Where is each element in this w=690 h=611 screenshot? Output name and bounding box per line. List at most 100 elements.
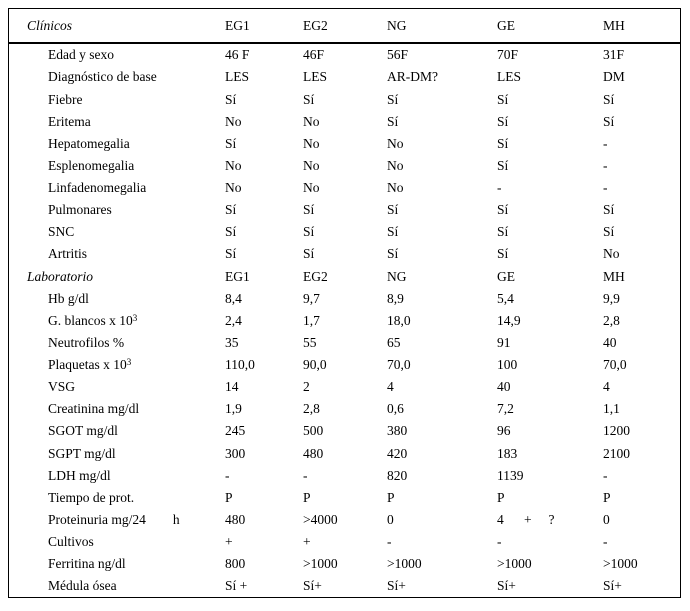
cell-value: LES — [497, 69, 522, 85]
cell-value: DM — [603, 69, 625, 85]
cell-value: Sí — [603, 91, 615, 107]
cell-value: Sí — [387, 91, 399, 107]
section-header-row-clinicos: Clínicos EG1 EG2 NG GE MH — [9, 9, 680, 44]
table-row-artritis: Artritis Sí Sí Sí Sí No — [9, 243, 680, 265]
cell-value: >4000 — [303, 511, 338, 527]
cell-value: 420 — [387, 445, 408, 461]
row-label: Fiebre — [9, 91, 225, 107]
cell-value: 800 — [225, 556, 246, 572]
cell-value: - — [603, 157, 608, 173]
row-label-text: SNC — [48, 224, 75, 240]
column-header-eg1: EG1 — [225, 268, 250, 284]
row-label: Edad y sexo — [9, 48, 225, 62]
cell-value: 4 — [387, 379, 394, 395]
row-label: Proteinuria mg/24 h — [9, 513, 225, 527]
table-row-ldh-mg-dl: LDH mg/dl - - 820 1139 - — [9, 464, 680, 486]
row-label-exponent: 3 — [132, 312, 138, 323]
row-label-text: Diagnóstico de base — [48, 69, 157, 85]
table-row-neutrofilos: Neutrofilos % 35 55 65 91 40 — [9, 332, 680, 354]
cell-value: Sí — [303, 91, 315, 107]
cell-value: 1,7 — [303, 312, 320, 328]
cell-value: 2100 — [603, 445, 630, 461]
cell-value: >1000 — [603, 556, 638, 572]
table-row-snc: SNC Sí Sí Sí Sí Sí — [9, 221, 680, 243]
table-row-proteinuria-mg-24-h: Proteinuria mg/24 h 480 >4000 0 4 + ? 0 — [9, 509, 680, 531]
row-label: Creatinina mg/dl — [9, 402, 225, 416]
cell-value: Sí — [497, 113, 509, 129]
cell-value: - — [497, 534, 502, 550]
table-row-ferritina-ng-dl: Ferritina ng/dl 800 >1000 >1000 >1000 >1000 — [9, 553, 680, 575]
cell-value: Sí — [225, 91, 237, 107]
row-label-text: LDH mg/dl — [48, 467, 111, 483]
cell-value: 40 — [497, 379, 511, 395]
cell-value: No — [303, 180, 320, 196]
row-label-text: SGPT mg/dl — [48, 445, 116, 461]
cell-value: >1000 — [497, 556, 532, 572]
cell-value: No — [303, 157, 320, 173]
cell-value: 8,4 — [225, 290, 242, 306]
cell-value: >1000 — [303, 556, 338, 572]
cell-value: No — [303, 135, 320, 151]
row-label-text: Fiebre — [48, 91, 83, 107]
cell-value: Sí — [497, 157, 509, 173]
cell-value: 4 — [603, 379, 610, 395]
row-label-text: Pulmonares — [48, 202, 112, 218]
cell-value: + — [303, 534, 311, 550]
column-header-eg2: EG2 — [303, 17, 328, 33]
row-label-text: Eritema — [48, 113, 91, 129]
table-row-hepatomegalia: Hepatomegalia Sí No No Sí - — [9, 133, 680, 155]
cell-value: No — [603, 246, 620, 262]
table-row-g-blancos-x-10: G. blancos x 103 2,4 1,7 18,0 14,9 2,8 — [9, 310, 680, 332]
cell-value: Sí — [225, 135, 237, 151]
cell-value: Sí — [603, 224, 615, 240]
cell-value: 40 — [603, 334, 617, 350]
table-row-plaquetas-x-10: Plaquetas x 103 110,0 90,0 70,0 100 70,0 — [9, 354, 680, 376]
column-header-ng: NG — [387, 17, 407, 33]
column-header-eg1: EG1 — [225, 17, 250, 33]
row-label-text: Hb g/dl — [48, 290, 89, 306]
row-label: Hb g/dl — [9, 290, 225, 306]
column-header-ge: GE — [497, 268, 515, 284]
cell-value: 18,0 — [387, 312, 411, 328]
row-label-text: Linfadenomegalia — [48, 180, 147, 196]
cell-value: Sí+ — [497, 578, 516, 594]
cell-value: Sí — [225, 224, 237, 240]
cell-value: 4 + ? — [497, 511, 555, 527]
column-header-mh: MH — [603, 268, 625, 284]
cell-value: Sí+ — [387, 578, 406, 594]
cell-value: 245 — [225, 423, 246, 439]
row-label: SGPT mg/dl — [9, 445, 225, 461]
cell-value: 0,6 — [387, 401, 404, 417]
cell-value: Sí — [497, 246, 509, 262]
cell-value: - — [497, 180, 502, 196]
cell-value: 820 — [387, 467, 408, 483]
table-row-diagnostico-de-base: Diagnóstico de base LES LES AR-DM? LES DM — [9, 66, 680, 88]
row-label-exponent: 3 — [126, 357, 132, 368]
cell-value: 96 — [497, 423, 511, 439]
cell-value: Sí — [303, 224, 315, 240]
cell-value: LES — [303, 69, 328, 85]
cell-value: 9,9 — [603, 290, 620, 306]
row-label: Artritis — [9, 247, 225, 261]
row-label: Médula ósea — [9, 579, 225, 593]
clinical-lab-table: Clínicos EG1 EG2 NG GE MH Edad y sexo 46 F 46F 56… — [8, 8, 681, 598]
cell-value: Sí — [603, 113, 615, 129]
row-label: SGOT mg/dl — [9, 424, 225, 438]
cell-value: No — [225, 157, 242, 173]
cell-value: 8,9 — [387, 290, 404, 306]
column-header-mh: MH — [603, 17, 625, 33]
row-label-text: Médula ósea — [48, 578, 117, 594]
cell-value: 183 — [497, 445, 518, 461]
cell-value: Sí — [497, 135, 509, 151]
cell-value: - — [603, 135, 608, 151]
cell-value: Sí — [303, 202, 315, 218]
cell-value: - — [387, 534, 392, 550]
cell-value: No — [225, 113, 242, 129]
cell-value: 5,4 — [497, 290, 514, 306]
cell-value: - — [225, 467, 230, 483]
cell-value: - — [603, 467, 608, 483]
cell-value: Sí+ — [603, 578, 622, 594]
cell-value: Sí + — [225, 578, 248, 594]
section-title-laboratorio: Laboratorio — [27, 268, 94, 284]
table-row-medula-osea: Médula ósea Sí + Sí+ Sí+ Sí+ Sí+ — [9, 575, 680, 597]
